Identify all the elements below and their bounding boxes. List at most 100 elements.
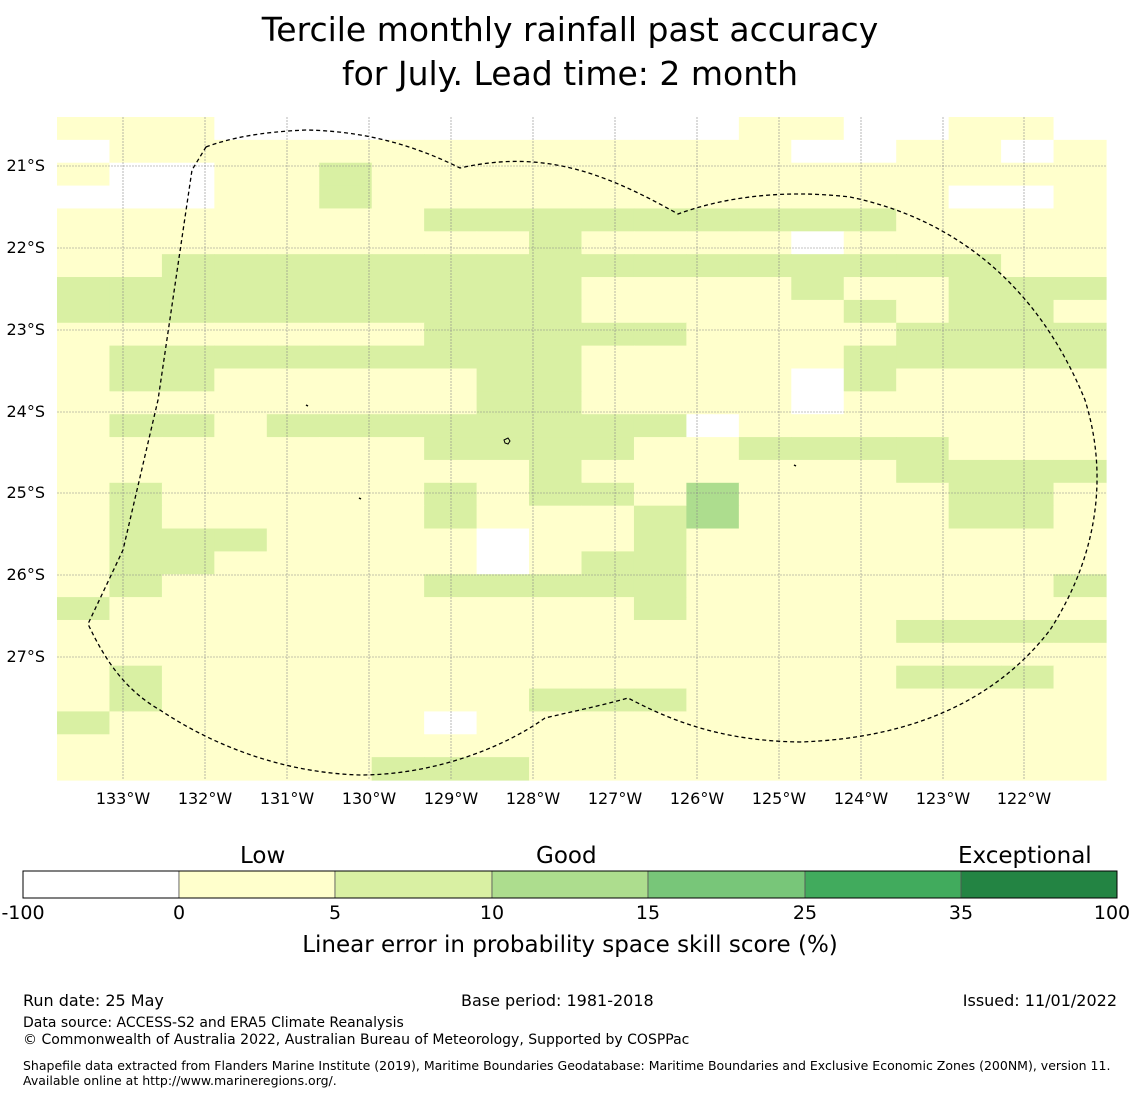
- grid-cell: [161, 414, 215, 438]
- grid-cell: [896, 185, 950, 210]
- grid-cell: [424, 711, 478, 735]
- grid-cell: [738, 368, 792, 392]
- eez-boundary: [87, 129, 1098, 776]
- grid-cell: [633, 665, 687, 690]
- grid-cell: [529, 574, 583, 598]
- grid-cell: [57, 277, 111, 301]
- grid-cell: [686, 459, 740, 484]
- grid-cell: [109, 642, 163, 667]
- grid-cell: [476, 528, 530, 552]
- grid-cell: [57, 459, 111, 484]
- grid-cell: [529, 117, 583, 141]
- grid-cell: [214, 185, 268, 210]
- grid-cell: [214, 597, 268, 621]
- grid-cell: [843, 597, 897, 621]
- grid-cell: [1053, 459, 1107, 484]
- longitude-label: 131°W: [259, 789, 315, 808]
- grid-cell: [686, 528, 740, 552]
- grid-cell: [948, 665, 1002, 690]
- grid-cell: [1053, 482, 1107, 507]
- grid-cell: [424, 231, 478, 255]
- grid-cell: [581, 299, 635, 324]
- grid-cell: [266, 139, 320, 164]
- grid-cell: [896, 322, 950, 347]
- grid-cell: [738, 688, 792, 713]
- grid-cell: [529, 277, 583, 301]
- grid-cell: [843, 139, 897, 164]
- grid-cell: [319, 185, 373, 210]
- grid-cell: [896, 482, 950, 507]
- grid-cell: [1053, 139, 1107, 164]
- grid-cell: [476, 162, 530, 187]
- grid-cell: [161, 139, 215, 164]
- grid-cell: [57, 414, 111, 438]
- grid-cell: [319, 437, 373, 461]
- grid-cell: [476, 231, 530, 255]
- grid-cell: [1053, 597, 1107, 621]
- grid-cell: [1001, 482, 1055, 507]
- grid-cell: [738, 322, 792, 347]
- grid-cell: [738, 505, 792, 530]
- grid-cell: [948, 368, 1002, 392]
- grid-cell: [843, 299, 897, 324]
- grid-cell: [214, 482, 268, 507]
- grid-cell: [581, 528, 635, 552]
- grid-cell: [161, 619, 215, 644]
- grid-cell: [109, 322, 163, 347]
- grid-cell: [1053, 117, 1107, 141]
- grid-cell: [791, 642, 845, 667]
- grid-cell: [57, 208, 111, 232]
- grid-cell: [266, 437, 320, 461]
- grid-cell: [424, 551, 478, 575]
- grid-cell: [161, 299, 215, 324]
- grid-cell: [843, 574, 897, 598]
- grid-cell: [843, 368, 897, 392]
- grid-cell: [214, 551, 268, 575]
- grid-cell: [424, 665, 478, 690]
- grid-cell: [109, 231, 163, 255]
- grid-cell: [371, 734, 425, 758]
- grid-cell: [109, 505, 163, 530]
- grid-cell: [1053, 574, 1107, 598]
- grid-cell: [266, 528, 320, 552]
- grid-cell: [633, 345, 687, 370]
- grid-cell: [371, 482, 425, 507]
- grid-cell: [57, 528, 111, 552]
- grid-cell: [371, 597, 425, 621]
- grid-cell: [791, 208, 845, 232]
- grid-cell: [529, 437, 583, 461]
- grid-cell: [266, 482, 320, 507]
- grid-cell: [161, 528, 215, 552]
- longitude-label: 132°W: [177, 789, 233, 808]
- grid-cell: [424, 299, 478, 324]
- grid-cell: [476, 322, 530, 347]
- grid-cell: [686, 345, 740, 370]
- grid-cell: [633, 185, 687, 210]
- base-period: Base period: 1981-2018: [461, 991, 654, 1010]
- grid-cell: [948, 322, 1002, 347]
- data-source: Data source: ACCESS-S2 and ERA5 Climate …: [23, 1015, 404, 1031]
- grid-cell: [581, 642, 635, 667]
- island-outline: [503, 437, 511, 445]
- grid-cell: [371, 117, 425, 141]
- grid-cell: [424, 139, 478, 164]
- grid-cell: [686, 231, 740, 255]
- grid-cell: [581, 322, 635, 347]
- grid-cell: [319, 208, 373, 232]
- grid-cell: [424, 162, 478, 187]
- grid-cell: [424, 574, 478, 598]
- grid-cell: [214, 505, 268, 530]
- grid-cell: [738, 277, 792, 301]
- grid-cell: [529, 459, 583, 484]
- grid-cell: [161, 437, 215, 461]
- grid-cell: [948, 231, 1002, 255]
- grid-cell: [371, 322, 425, 347]
- grid-cell: [214, 437, 268, 461]
- grid-cell: [791, 437, 845, 461]
- grid-cell: [843, 437, 897, 461]
- grid-cell: [791, 277, 845, 301]
- grid-cell: [161, 322, 215, 347]
- island-outline: [358, 497, 362, 500]
- grid-cell: [581, 482, 635, 507]
- shapefile-credit: Shapefile data extracted from Flanders M…: [23, 1058, 1111, 1088]
